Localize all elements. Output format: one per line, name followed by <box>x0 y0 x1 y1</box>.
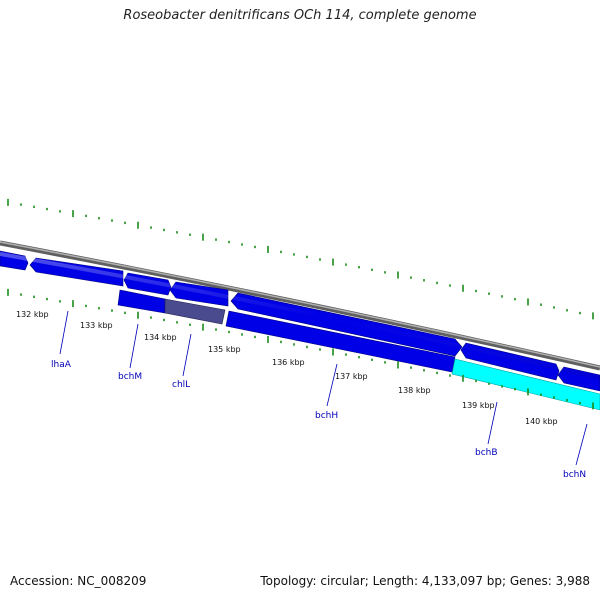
outer-tick-ring <box>7 198 594 320</box>
kbp-label-140: 140 kbp <box>525 417 558 426</box>
genome-summary-text: Topology: circular; Length: 4,133,097 bp… <box>260 574 590 588</box>
gene-feature-bchb-highlight[interactable] <box>451 358 600 411</box>
kbp-label-135: 135 kbp <box>208 345 241 354</box>
callout-line-bchh <box>326 363 338 407</box>
gene-label-bchb[interactable]: bchB <box>475 448 498 458</box>
gene-name-labels: lhaA bchM chlL bchH bchB bchN <box>51 360 586 480</box>
gene-label-bchn[interactable]: bchN <box>563 470 586 480</box>
kbp-label-137: 137 kbp <box>335 372 368 381</box>
kbp-label-138: 138 kbp <box>398 386 431 395</box>
callout-line-bchn <box>575 423 588 466</box>
gene-label-lhaa[interactable]: lhaA <box>51 360 72 370</box>
kbp-label-136: 136 kbp <box>272 358 305 367</box>
callout-line-bchb <box>487 401 498 445</box>
kbp-label-139: 139 kbp <box>462 401 495 410</box>
inner-tick-ring <box>7 288 594 410</box>
callout-line-bchm <box>129 323 139 369</box>
gene-label-chll[interactable]: chlL <box>172 380 190 390</box>
kbp-scale-labels: 132 kbp 133 kbp 134 kbp 135 kbp 136 kbp … <box>16 310 558 426</box>
accession-text: Accession: NC_008209 <box>10 574 147 588</box>
gene-feature-bchh[interactable] <box>225 310 456 373</box>
gene-callout-lines <box>59 310 588 466</box>
kbp-label-132: 132 kbp <box>16 310 49 319</box>
genome-backbone-highlight <box>0 241 600 368</box>
kbp-label-134: 134 kbp <box>144 333 177 342</box>
callout-line-chll <box>182 333 192 377</box>
gene-label-bchm[interactable]: bchM <box>118 372 142 382</box>
kbp-label-133: 133 kbp <box>80 321 113 330</box>
gene-band-shading <box>0 252 600 380</box>
callout-line-lhaa <box>59 310 69 355</box>
gene-feature-chll-selected[interactable] <box>164 298 226 325</box>
gene-feature[interactable] <box>557 366 600 392</box>
map-title: Roseobacter denitrificans OCh 114, compl… <box>123 8 477 23</box>
genome-backbone <box>0 240 600 371</box>
reverse-strand-genes <box>117 289 600 411</box>
gene-label-bchh[interactable]: bchH <box>315 411 338 421</box>
